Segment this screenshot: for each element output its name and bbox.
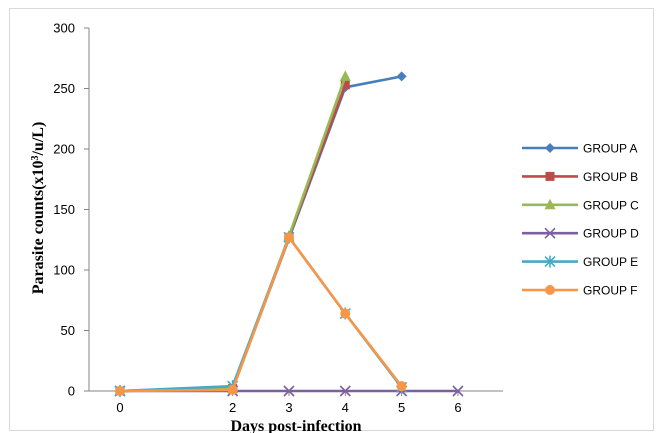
x-tick-label: 5 [398,400,405,415]
legend-swatch-marker [544,227,556,239]
data-point [340,80,350,90]
series-line [119,236,403,393]
legend-swatch-marker [545,285,555,295]
legend-entry: GROUP E [522,255,638,269]
legend-entry: GROUP F [522,284,637,298]
x-tick-label: 3 [285,400,292,415]
x-tick-label: 2 [229,400,236,415]
y-tick-label: 0 [68,384,75,399]
x-axis-title: Days post-infection [230,418,361,433]
series-group-f [114,232,407,396]
y-tick-label: 300 [53,21,75,36]
legend-label: GROUP A [583,142,637,156]
y-axis-title: Parasite counts(x103/u/L) [30,122,48,295]
y-tick-label: 250 [53,81,75,96]
legend: GROUP A GROUP B GROUP C GROUP D GROUP E GROUP… [522,142,639,298]
legend-entry: GROUP C [522,198,639,212]
series-line [119,75,347,393]
series-group-c [114,70,351,396]
legend-entry: GROUP B [522,170,638,184]
data-point [283,232,294,243]
legend-swatch-marker [545,143,555,153]
data-point [283,385,295,397]
x-tick-label: 6 [454,400,461,415]
legend-swatch-marker [545,171,555,181]
data-point [114,386,125,396]
legend-label: GROUP C [583,198,639,212]
y-tick-label: 200 [53,142,75,157]
series-line [119,75,402,393]
y-tick-label: 100 [53,263,75,278]
x-axis: 0 2 3 4 5 6 [89,390,503,415]
data-point [227,384,238,395]
x-tick-label: 0 [116,400,123,415]
x-tick-label: 4 [342,400,349,415]
series-group-b [115,80,350,396]
legend-label: GROUP D [583,227,639,241]
y-tick-label: 50 [61,323,75,338]
data-point [339,385,351,397]
legend-entry: GROUP D [522,227,639,241]
y-tick-label: 150 [53,202,75,217]
chart-frame [9,8,654,431]
legend-label: GROUP B [583,170,638,184]
data-point [396,381,407,392]
y-axis: 0 50 100 150 200 250 300 [53,21,90,399]
data-point [452,385,464,397]
series-line [119,84,347,393]
data-point [339,70,351,81]
data-point [396,71,407,82]
plot-area [114,70,464,397]
legend-swatch-marker [544,198,556,210]
legend-label: GROUP E [583,255,638,269]
legend-entry: GROUP A [522,142,637,156]
legend-label: GROUP F [583,284,637,298]
legend-swatch-marker [544,255,556,268]
data-point [340,308,351,319]
series-group-a [114,71,407,396]
